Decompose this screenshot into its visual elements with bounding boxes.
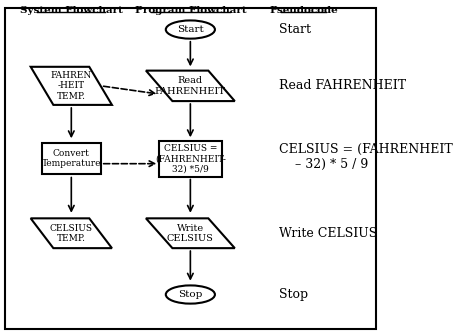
Text: Write
CELSIUS: Write CELSIUS [167, 223, 213, 243]
Bar [42, 143, 101, 174]
Text: Stop: Stop [279, 288, 308, 301]
Text: Convert
Temperature: Convert Temperature [41, 149, 101, 168]
Text: CELSIUS
TEMP.: CELSIUS TEMP. [50, 223, 93, 243]
Text: FAHREN
-HEIT
TEMP.: FAHREN -HEIT TEMP. [50, 71, 92, 101]
Text: Read
FAHRENHEIT: Read FAHRENHEIT [155, 76, 225, 96]
Text: Stop: Stop [178, 290, 202, 299]
Text: CELSIUS =
(FAHRENHEIT-
32) *5/9: CELSIUS = (FAHRENHEIT- 32) *5/9 [155, 144, 225, 174]
Polygon shape [31, 67, 112, 105]
Ellipse shape [165, 20, 214, 39]
Text: Start: Start [279, 23, 310, 36]
Text: Read FAHRENHEIT: Read FAHRENHEIT [279, 79, 405, 92]
Bar [159, 141, 221, 177]
Text: CELSIUS = (FAHRENHEIT
    – 32) * 5 / 9: CELSIUS = (FAHRENHEIT – 32) * 5 / 9 [279, 143, 452, 171]
Text: Write CELSIUS: Write CELSIUS [279, 227, 376, 240]
Text: Program Flowchart: Program Flowchart [134, 6, 246, 15]
Text: Start: Start [177, 25, 203, 34]
Ellipse shape [165, 286, 214, 304]
Text: System Flowchart: System Flowchart [20, 6, 123, 15]
Polygon shape [31, 218, 112, 248]
Polygon shape [146, 70, 234, 101]
Polygon shape [146, 218, 234, 248]
Text: Pseudocode: Pseudocode [269, 6, 337, 15]
